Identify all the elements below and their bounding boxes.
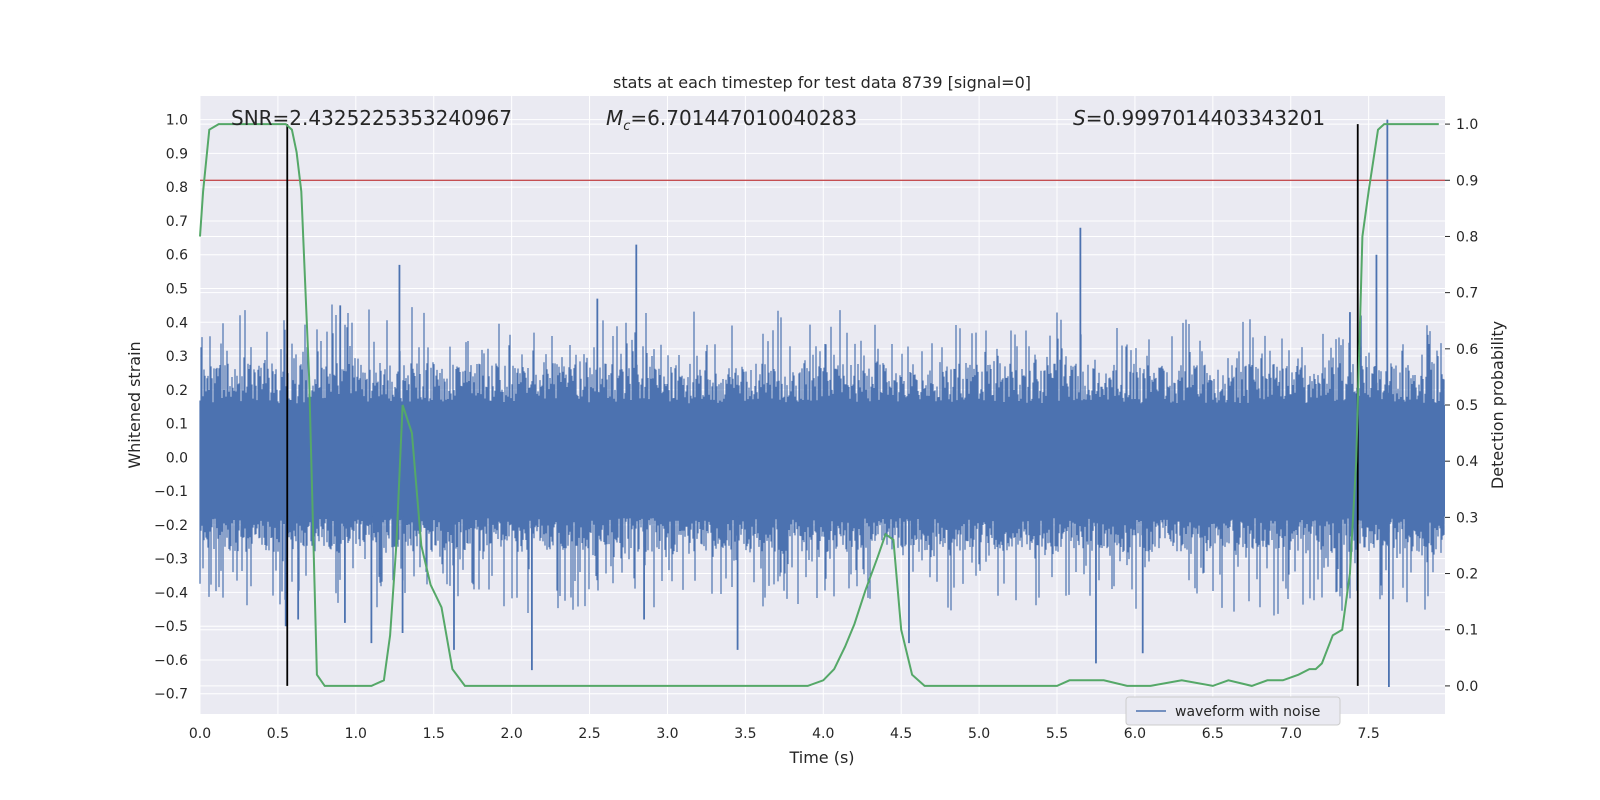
chart-title: stats at each timestep for test data 873… [613,73,1031,92]
y-tick-label: 0.0 [166,450,188,466]
y-tick-label: 0.4 [166,315,188,331]
y2-tick-label: 0.7 [1456,286,1478,302]
y2-tick-label: 1.0 [1456,117,1478,133]
y-tick-label: −0.1 [154,484,188,500]
y-tick-label: 0.3 [166,349,188,365]
x-tick-label: 2.5 [578,726,600,742]
waveform-spikes [284,119,1390,687]
x-tick-label: 4.0 [812,726,834,742]
legend-box [1125,696,1341,726]
y2-tick-label: 0.9 [1456,173,1478,189]
y-tick-label: −0.2 [154,518,188,534]
y2-tick-label: 0.3 [1456,510,1478,526]
y2-axis-label: Detection probability [1488,321,1507,489]
y-tick-label: −0.5 [154,619,188,635]
y-tick-label: −0.3 [154,552,188,568]
x-tick-label: 7.0 [1280,726,1302,742]
y-tick-label: 0.9 [166,146,188,162]
x-tick-label: 6.5 [1202,726,1224,742]
x-tick-label: 5.5 [1046,726,1068,742]
x-tick-label: 0.5 [267,726,289,742]
y2-tick-label: 0.5 [1456,398,1478,414]
chirp-mass-annotation: Mc=6.701447010040283 [606,106,857,134]
x-axis-label: Time (s) [788,748,854,767]
y-tick-label: 1.0 [166,113,188,129]
x-tick-label: 6.0 [1124,726,1146,742]
x-tick-label: 2.0 [501,726,523,742]
y2-tick-label: 0.6 [1456,342,1478,358]
x-tick-label: 1.0 [345,726,367,742]
x-tick-label: 1.5 [423,726,445,742]
y2-tick-label: 0.0 [1456,679,1478,695]
waveform-core [200,405,1445,517]
y-tick-label: −0.6 [154,653,188,669]
y-axis-label: Whitened strain [125,341,144,468]
y-tick-label: 0.7 [166,214,188,230]
y-tick-label: −0.4 [154,585,188,601]
overlay-lines [199,123,1445,687]
x-tick-label: 5.0 [968,726,990,742]
x-tick-label: 4.5 [890,726,912,742]
snr-annotation: SNR=2.4325225353240967 [231,106,512,130]
y-tick-label: 0.1 [166,417,188,433]
y-tick-label: 0.2 [166,383,188,399]
tick-labels: 0.0 0.5 1.0 1.5 2.0 2.5 3.0 3.5 4.0 4.5 5.0 5.5 6.0 6… [154,113,1478,742]
x-tick-label: 3.5 [734,726,756,742]
x-tick-label: 7.5 [1358,726,1380,742]
score-annotation: S=0.9997014403343201 [1073,106,1325,130]
y2-tick-label: 0.4 [1456,454,1478,470]
y-tick-label: 0.5 [166,281,188,297]
detection-probability-line [199,123,1439,687]
x-tick-label: 0.0 [189,726,211,742]
y-tick-label: 0.6 [166,248,188,264]
legend: waveform with noise [1125,696,1341,726]
legend-entry: waveform with noise [1175,704,1320,720]
y2-tick-label: 0.8 [1456,229,1478,245]
y2-tick-label: 0.1 [1456,623,1478,639]
y2-tick-label: 0.2 [1456,567,1478,583]
x-tick-label: 3.0 [656,726,678,742]
waveform-noise-band [199,304,1445,616]
y-tick-label: 0.8 [166,180,188,196]
y-tick-label: −0.7 [154,687,188,703]
